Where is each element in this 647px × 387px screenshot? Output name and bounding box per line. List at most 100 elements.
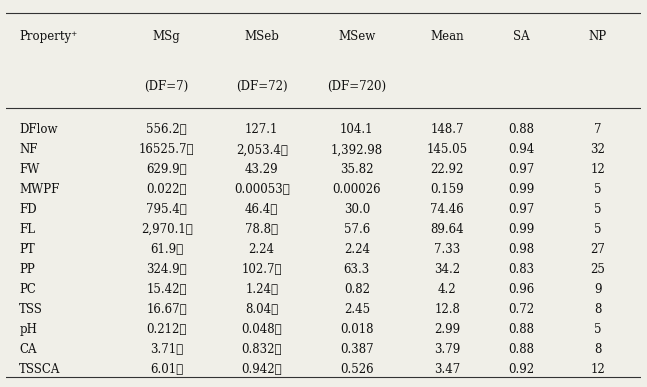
Text: 2.99: 2.99	[434, 323, 460, 336]
Text: 12.8: 12.8	[434, 303, 460, 316]
Text: FW: FW	[19, 163, 39, 176]
Text: (DF=7): (DF=7)	[144, 80, 189, 93]
Text: 0.99: 0.99	[509, 223, 535, 236]
Text: 2.24: 2.24	[344, 243, 370, 256]
Text: 16525.7⋆: 16525.7⋆	[139, 143, 194, 156]
Text: 89.64: 89.64	[430, 223, 464, 236]
Text: 0.98: 0.98	[509, 243, 534, 256]
Text: 5: 5	[594, 183, 602, 196]
Text: 57.6: 57.6	[344, 223, 370, 236]
Text: 1,392.98: 1,392.98	[331, 143, 383, 156]
Text: 30.0: 30.0	[344, 203, 370, 216]
Text: FD: FD	[19, 203, 37, 216]
Text: 2.24: 2.24	[248, 243, 275, 256]
Text: 27: 27	[590, 243, 605, 256]
Text: 556.2⋆: 556.2⋆	[146, 123, 187, 136]
Text: 127.1: 127.1	[245, 123, 278, 136]
Text: (DF=72): (DF=72)	[236, 80, 287, 93]
Text: FL: FL	[19, 223, 35, 236]
Text: MSg: MSg	[153, 31, 181, 43]
Text: Mean: Mean	[430, 31, 464, 43]
Text: Property⁺: Property⁺	[19, 31, 78, 43]
Text: 12: 12	[590, 363, 605, 376]
Text: 0.159: 0.159	[430, 183, 464, 196]
Text: 0.88: 0.88	[509, 123, 534, 136]
Text: 16.67⋆: 16.67⋆	[146, 303, 187, 316]
Text: 0.526: 0.526	[340, 363, 373, 376]
Text: 324.9⋆: 324.9⋆	[146, 263, 187, 276]
Text: 7.33: 7.33	[434, 243, 460, 256]
Text: 0.96: 0.96	[509, 283, 535, 296]
Text: CA: CA	[19, 343, 37, 356]
Text: 0.97: 0.97	[509, 203, 535, 216]
Text: 34.2: 34.2	[434, 263, 460, 276]
Text: 629.9⋆: 629.9⋆	[146, 163, 187, 176]
Text: 0.99: 0.99	[509, 183, 535, 196]
Text: PT: PT	[19, 243, 35, 256]
Text: 9: 9	[594, 283, 602, 296]
Text: 22.92: 22.92	[430, 163, 464, 176]
Text: 6.01⋆: 6.01⋆	[150, 363, 183, 376]
Text: TSS: TSS	[19, 303, 43, 316]
Text: 43.29: 43.29	[245, 163, 278, 176]
Text: 15.42⋆: 15.42⋆	[146, 283, 187, 296]
Text: (DF=720): (DF=720)	[327, 80, 386, 93]
Text: 145.05: 145.05	[426, 143, 468, 156]
Text: 0.942⋆: 0.942⋆	[241, 363, 282, 376]
Text: 4.2: 4.2	[438, 283, 456, 296]
Text: 0.94: 0.94	[509, 143, 535, 156]
Text: 0.048⋆: 0.048⋆	[241, 323, 282, 336]
Text: 0.97: 0.97	[509, 163, 535, 176]
Text: 5: 5	[594, 203, 602, 216]
Text: 0.00053⋆: 0.00053⋆	[234, 183, 290, 196]
Text: 7: 7	[594, 123, 602, 136]
Text: 0.018: 0.018	[340, 323, 373, 336]
Text: MSew: MSew	[338, 31, 375, 43]
Text: 0.82: 0.82	[344, 283, 370, 296]
Text: 795.4⋆: 795.4⋆	[146, 203, 187, 216]
Text: 2,053.4⋆: 2,053.4⋆	[236, 143, 288, 156]
Text: 46.4⋆: 46.4⋆	[245, 203, 278, 216]
Text: 61.9⋆: 61.9⋆	[150, 243, 183, 256]
Text: SA: SA	[513, 31, 530, 43]
Text: 2,970.1⋆: 2,970.1⋆	[140, 223, 192, 236]
Text: 0.72: 0.72	[509, 303, 534, 316]
Text: 2.45: 2.45	[344, 303, 370, 316]
Text: PC: PC	[19, 283, 36, 296]
Text: 35.82: 35.82	[340, 163, 373, 176]
Text: 0.387: 0.387	[340, 343, 373, 356]
Text: 104.1: 104.1	[340, 123, 373, 136]
Text: 5: 5	[594, 323, 602, 336]
Text: 25: 25	[590, 263, 605, 276]
Text: 32: 32	[590, 143, 605, 156]
Text: 0.88: 0.88	[509, 323, 534, 336]
Text: pH: pH	[19, 323, 37, 336]
Text: 8.04⋆: 8.04⋆	[245, 303, 278, 316]
Text: 8: 8	[594, 343, 602, 356]
Text: 0.832⋆: 0.832⋆	[241, 343, 282, 356]
Text: 0.00026: 0.00026	[333, 183, 381, 196]
Text: 5: 5	[594, 223, 602, 236]
Text: 3.47: 3.47	[434, 363, 460, 376]
Text: 3.79: 3.79	[434, 343, 460, 356]
Text: 0.92: 0.92	[509, 363, 534, 376]
Text: TSSCA: TSSCA	[19, 363, 61, 376]
Text: NF: NF	[19, 143, 38, 156]
Text: 102.7⋆: 102.7⋆	[241, 263, 282, 276]
Text: DFlow: DFlow	[19, 123, 58, 136]
Text: 0.83: 0.83	[509, 263, 534, 276]
Text: 78.8⋆: 78.8⋆	[245, 223, 278, 236]
Text: PP: PP	[19, 263, 35, 276]
Text: MWPF: MWPF	[19, 183, 60, 196]
Text: 8: 8	[594, 303, 602, 316]
Text: 12: 12	[590, 163, 605, 176]
Text: 0.88: 0.88	[509, 343, 534, 356]
Text: 63.3: 63.3	[344, 263, 370, 276]
Text: MSeb: MSeb	[244, 31, 279, 43]
Text: 148.7: 148.7	[430, 123, 464, 136]
Text: NP: NP	[589, 31, 607, 43]
Text: 0.022⋆: 0.022⋆	[146, 183, 187, 196]
Text: 74.46: 74.46	[430, 203, 464, 216]
Text: 1.24⋆: 1.24⋆	[245, 283, 278, 296]
Text: 3.71⋆: 3.71⋆	[150, 343, 183, 356]
